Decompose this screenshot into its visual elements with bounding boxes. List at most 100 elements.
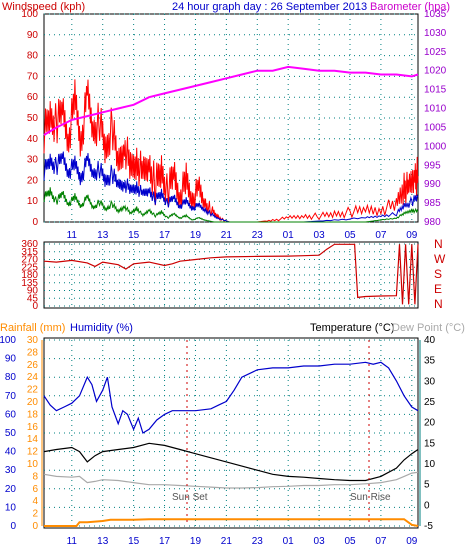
baro-y-tick-label: 1020 [424,66,447,77]
wind-y-tick-label: 90 [27,30,39,41]
hum-x-tick-label: 19 [190,536,202,547]
axis-labels: 0102030405060708090100980985990995100010… [0,9,447,547]
wind-y-tick-label: 10 [27,196,39,207]
wind-x-tick-label: 09 [406,230,418,241]
direction-panel-frame [43,241,419,309]
wind-x-tick-label: 21 [221,230,233,241]
wind-y-tick-label: 50 [27,113,39,124]
humidity-y-tick-label: 30 [5,465,17,476]
hum-x-tick-label: 17 [159,536,171,547]
hum-x-tick-label: 05 [344,536,356,547]
wind-y-tick-label: 0 [32,217,38,228]
baro-y-tick-label: 990 [424,179,441,190]
humidity-y-tick-label: 0 [10,521,16,532]
temperature-line [43,442,419,482]
dir-y-tick-label: 180 [21,270,38,281]
rain-y-tick-label: 6 [32,484,38,495]
wind-x-tick-label: 11 [67,230,78,241]
temp-y-tick-label: 10 [424,459,436,470]
windspeed-axis-title: Windspeed (kph) [2,1,85,13]
humidity-y-tick-label: 20 [5,484,17,495]
wind-direction-line [43,243,419,305]
hum-x-tick-label: 07 [375,536,387,547]
temp-y-tick-label: -5 [424,521,433,532]
hum-x-tick-label: 09 [406,536,418,547]
hum-x-tick-label: 03 [314,536,326,547]
temp-y-tick-label: 15 [424,438,436,449]
graph-title: 24 hour graph day : 26 September 2013 [172,1,367,13]
baro-y-tick-label: 1005 [424,122,447,133]
rain-y-tick-label: 8 [32,471,38,482]
wind-y-tick-label: 80 [27,51,39,62]
baro-y-tick-label: 1010 [424,104,447,115]
sunset-label: Sun Set [172,492,208,503]
humidity-y-tick-label: 10 [5,502,17,513]
dewpoint-line [43,471,419,489]
humidity-line [43,361,419,434]
compass-direction-label: E [434,282,442,296]
wind-x-tick-label: 03 [314,230,326,241]
hum-x-tick-label: 13 [97,536,109,547]
wind-min-line [43,187,419,223]
humidity-y-tick-label: 100 [0,335,16,346]
wind-panel-frame [43,13,419,223]
wind-y-tick-label: 70 [27,71,39,82]
dir-y-tick-label: 0 [32,301,38,312]
dir-y-tick-label: 360 [21,239,38,250]
humidity-panel-frame [43,337,419,529]
wind-y-tick-label: 40 [27,134,39,145]
rain-y-tick-label: 28 [27,347,39,358]
wind-x-tick-label: 23 [252,230,264,241]
wind-y-tick-label: 100 [21,9,38,20]
wind-x-tick-label: 05 [344,230,356,241]
rain-y-tick-label: 24 [27,372,39,383]
hum-x-tick-label: 01 [283,536,295,547]
temp-y-tick-label: 5 [424,480,430,491]
temp-y-tick-label: 25 [424,397,436,408]
baro-y-tick-label: 1000 [424,141,447,152]
sunrise-label: Sun Rise [350,492,391,503]
wind-y-tick-label: 20 [27,175,39,186]
hum-x-tick-label: 21 [221,536,233,547]
temp-y-tick-label: 20 [424,418,436,429]
baro-y-tick-label: 980 [424,217,441,228]
dewpoint-axis-title: Dew Point (°C) [392,322,465,334]
hum-x-tick-label: 15 [128,536,140,547]
temp-y-tick-label: 35 [424,356,436,367]
rain-y-tick-label: 12 [27,447,39,458]
wind-x-tick-label: 13 [97,230,109,241]
humidity-y-tick-label: 90 [5,354,17,365]
wind-y-tick-label: 60 [27,92,39,103]
baro-y-tick-label: 1025 [424,47,447,58]
humidity-y-tick-label: 60 [5,409,17,420]
baro-y-tick-label: 995 [424,160,441,171]
rain-y-tick-label: 30 [27,335,39,346]
data-series [43,65,419,527]
wind-average-line [43,151,419,223]
wind-x-tick-label: 19 [190,230,202,241]
rain-y-tick-label: 10 [27,459,39,470]
wind-gust-line [43,79,419,223]
dir-y-tick-label: 225 [21,262,38,273]
humidity-y-tick-label: 80 [5,372,17,383]
rain-y-tick-label: 22 [27,385,39,396]
rain-y-tick-label: 18 [27,409,39,420]
rain-y-tick-label: 2 [32,509,38,520]
temperature-axis-title: Temperature (°C) [310,322,394,334]
wind-x-tick-label: 15 [128,230,140,241]
baro-y-tick-label: 1015 [424,85,447,96]
compass-direction-label: W [434,252,446,266]
rain-y-tick-label: 26 [27,360,39,371]
dir-y-tick-label: 90 [27,286,39,297]
barometer-axis-title: Barometer (hpa) [370,1,450,13]
wind-x-tick-label: 07 [375,230,387,241]
temp-y-tick-label: 40 [424,335,436,346]
humidity-y-tick-label: 40 [5,447,17,458]
rain-y-tick-label: 4 [32,496,38,507]
compass-direction-label: S [434,267,442,281]
dir-y-tick-label: 135 [21,278,38,289]
wind-x-tick-label: 01 [283,230,295,241]
baro-y-tick-label: 1030 [424,28,447,39]
wind-x-tick-label: 17 [159,230,171,241]
